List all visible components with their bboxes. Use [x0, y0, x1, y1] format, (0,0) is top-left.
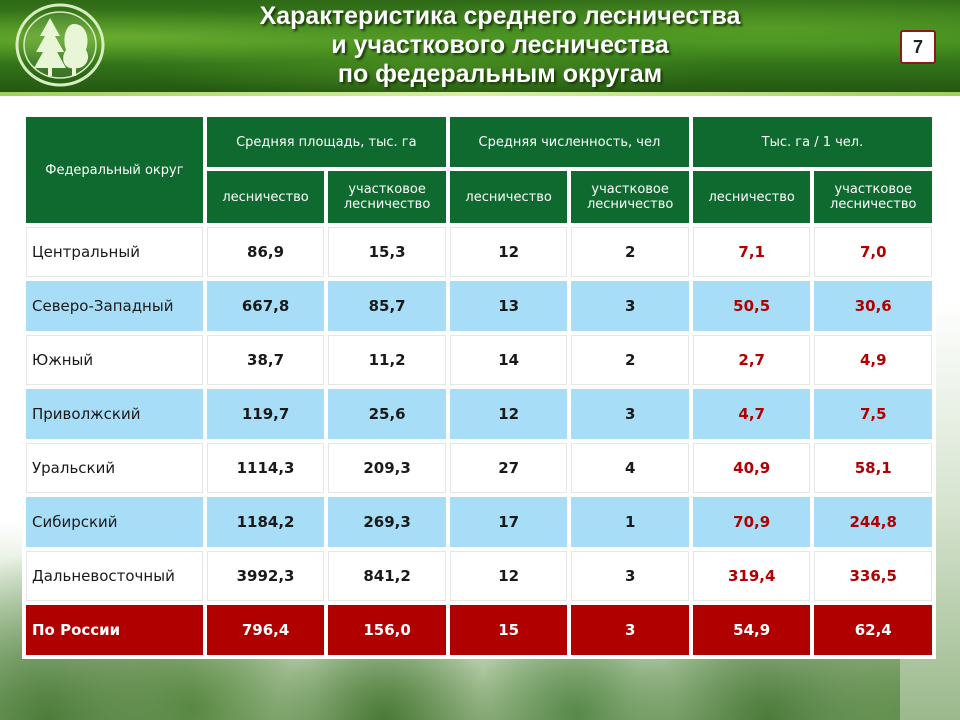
cell-area-district: 269,3 [328, 497, 446, 547]
header-region: Федеральный округ [26, 117, 203, 223]
cell-staff-forestry: 12 [449, 227, 568, 277]
header-group-staff: Средняя численность, чел [449, 117, 689, 167]
cell-ratio-forestry: 4,7 [692, 389, 811, 439]
cell-ratio-forestry: 50,5 [692, 281, 811, 331]
cell-ratio-district-total: 62,4 [814, 605, 932, 655]
table-row: Северо-Западный 667,8 85,7 13 3 50,5 30,… [26, 281, 932, 331]
cell-area-district-total: 156,0 [328, 605, 446, 655]
table-row: Приволжский 119,7 25,6 12 3 4,7 7,5 [26, 389, 932, 439]
cell-staff-district: 4 [571, 443, 689, 493]
cell-region: Дальневосточный [26, 551, 203, 601]
cell-area-district: 15,3 [328, 227, 446, 277]
cell-staff-forestry: 12 [449, 551, 568, 601]
page-title: Характеристика среднего лесничества и уч… [150, 2, 850, 89]
spruce-tree-logo-icon [15, 3, 105, 87]
cell-staff-forestry: 12 [449, 389, 568, 439]
cell-area-forestry: 1114,3 [206, 443, 325, 493]
cell-area-district: 841,2 [328, 551, 446, 601]
cell-region-total: По России [26, 605, 203, 655]
cell-staff-forestry: 13 [449, 281, 568, 331]
forestry-table: Федеральный округ Средняя площадь, тыс. … [22, 113, 936, 659]
cell-staff-district-total: 3 [571, 605, 689, 655]
cell-area-forestry-total: 796,4 [206, 605, 325, 655]
cell-ratio-forestry: 7,1 [692, 227, 811, 277]
cell-area-district: 11,2 [328, 335, 446, 385]
cell-region: Северо-Западный [26, 281, 203, 331]
subheader-ratio-district: участковое лесничество [814, 171, 932, 223]
title-line-1: Характеристика среднего лесничества [259, 2, 741, 30]
cell-region: Приволжский [26, 389, 203, 439]
cell-staff-forestry: 14 [449, 335, 568, 385]
subheader-area-district: участковое лесничество [328, 171, 446, 223]
cell-region: Южный [26, 335, 203, 385]
cell-ratio-forestry: 70,9 [692, 497, 811, 547]
header-divider [0, 92, 960, 96]
cell-staff-district: 3 [571, 281, 689, 331]
cell-area-forestry: 667,8 [206, 281, 325, 331]
subheader-staff-district: участковое лесничество [571, 171, 689, 223]
cell-ratio-district: 336,5 [814, 551, 932, 601]
cell-area-district: 209,3 [328, 443, 446, 493]
table-row: Южный 38,7 11,2 14 2 2,7 4,9 [26, 335, 932, 385]
subheader-staff-forestry: лесничество [449, 171, 568, 223]
cell-ratio-district: 58,1 [814, 443, 932, 493]
cell-staff-district: 3 [571, 551, 689, 601]
cell-ratio-forestry-total: 54,9 [692, 605, 811, 655]
cell-area-forestry: 119,7 [206, 389, 325, 439]
title-line-2: и участкового лесничества [331, 31, 669, 59]
cell-ratio-forestry: 40,9 [692, 443, 811, 493]
cell-area-forestry: 1184,2 [206, 497, 325, 547]
table-row: Уральский 1114,3 209,3 27 4 40,9 58,1 [26, 443, 932, 493]
table-row: Сибирский 1184,2 269,3 17 1 70,9 244,8 [26, 497, 932, 547]
cell-area-forestry: 3992,3 [206, 551, 325, 601]
table-header-row: Федеральный округ Средняя площадь, тыс. … [26, 117, 932, 223]
cell-region: Уральский [26, 443, 203, 493]
subheader-area-forestry: лесничество [206, 171, 325, 223]
cell-staff-district: 2 [571, 335, 689, 385]
cell-ratio-forestry: 2,7 [692, 335, 811, 385]
cell-region: Сибирский [26, 497, 203, 547]
cell-area-forestry: 38,7 [206, 335, 325, 385]
cell-area-district: 85,7 [328, 281, 446, 331]
header-group-area: Средняя площадь, тыс. га [206, 117, 446, 167]
cell-staff-district: 3 [571, 389, 689, 439]
header-banner [0, 0, 960, 92]
slide-number: 7 [900, 30, 936, 64]
cell-ratio-forestry: 319,4 [692, 551, 811, 601]
cell-ratio-district: 30,6 [814, 281, 932, 331]
cell-staff-forestry-total: 15 [449, 605, 568, 655]
cell-ratio-district: 7,0 [814, 227, 932, 277]
cell-staff-district: 1 [571, 497, 689, 547]
cell-staff-forestry: 17 [449, 497, 568, 547]
cell-ratio-district: 7,5 [814, 389, 932, 439]
table-row: Центральный 86,9 15,3 12 2 7,1 7,0 [26, 227, 932, 277]
cell-area-district: 25,6 [328, 389, 446, 439]
table-total-row: По России 796,4 156,0 15 3 54,9 62,4 [26, 605, 932, 655]
title-line-3: по федеральным округам [337, 60, 663, 88]
cell-ratio-district: 4,9 [814, 335, 932, 385]
cell-staff-forestry: 27 [449, 443, 568, 493]
cell-ratio-district: 244,8 [814, 497, 932, 547]
header-group-ratio: Тыс. га / 1 чел. [692, 117, 932, 167]
cell-region: Центральный [26, 227, 203, 277]
table-row: Дальневосточный 3992,3 841,2 12 3 319,4 … [26, 551, 932, 601]
table-subheader-row: лесничество участковое лесничество лесни… [26, 171, 932, 223]
cell-staff-district: 2 [571, 227, 689, 277]
cell-area-forestry: 86,9 [206, 227, 325, 277]
subheader-ratio-forestry: лесничество [692, 171, 811, 223]
